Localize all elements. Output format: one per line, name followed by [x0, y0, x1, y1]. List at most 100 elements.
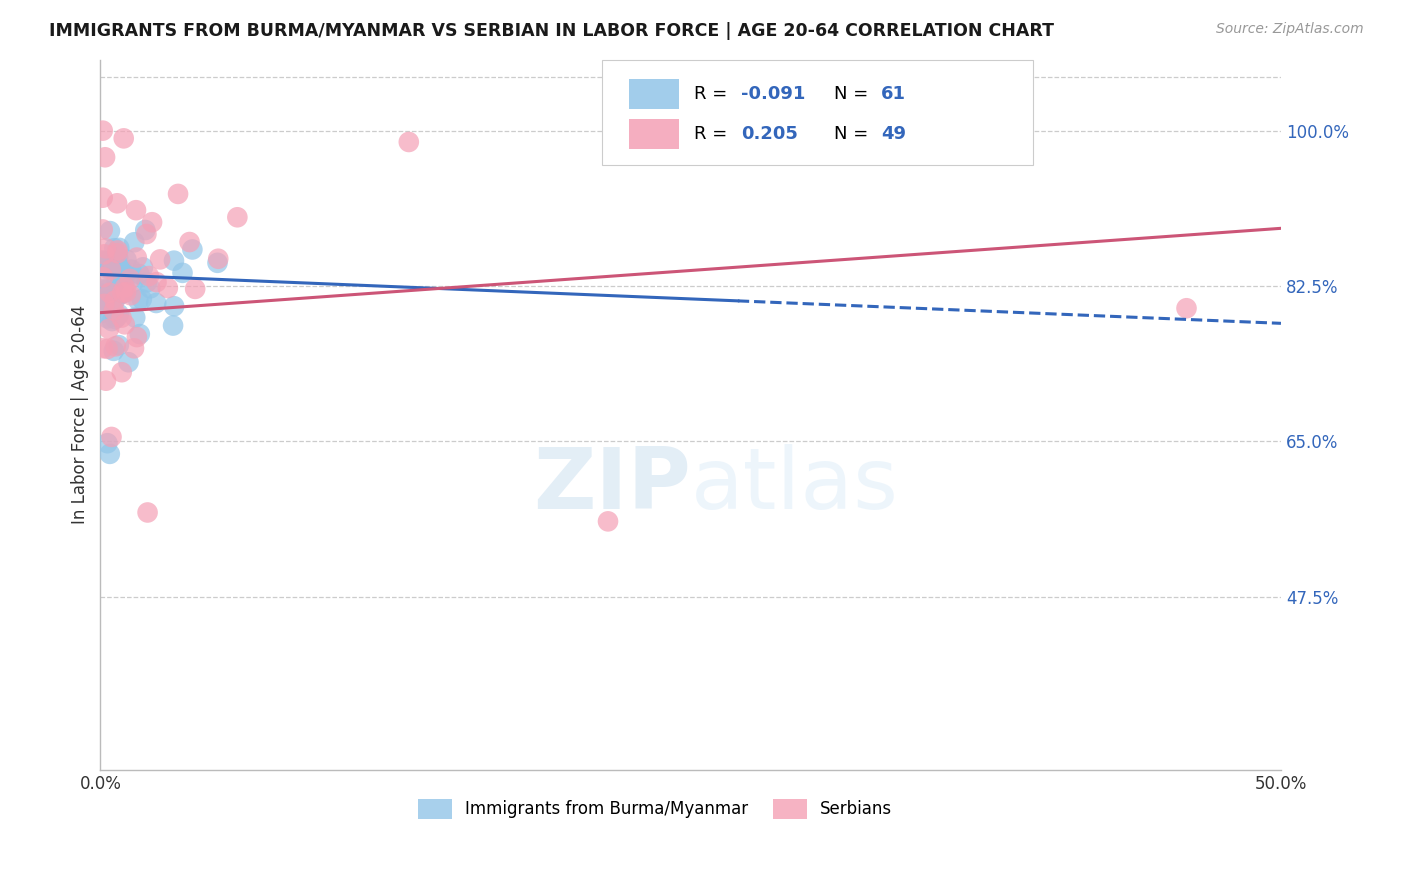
Point — [120, 288, 142, 302]
Point — [97, 262, 120, 277]
Point — [128, 267, 150, 281]
Point — [120, 262, 142, 277]
Point — [118, 272, 141, 286]
Point — [122, 275, 145, 289]
FancyBboxPatch shape — [602, 60, 1033, 165]
Point — [1175, 301, 1198, 316]
Point — [207, 252, 229, 266]
Point — [596, 514, 619, 528]
Point — [145, 296, 167, 310]
Point — [96, 294, 118, 309]
Point — [226, 211, 249, 225]
Point — [163, 299, 186, 313]
Text: N =: N = — [834, 86, 873, 103]
Text: IMMIGRANTS FROM BURMA/MYANMAR VS SERBIAN IN LABOR FORCE | AGE 20-64 CORRELATION : IMMIGRANTS FROM BURMA/MYANMAR VS SERBIAN… — [49, 22, 1054, 40]
Point — [98, 447, 121, 461]
Point — [101, 314, 124, 328]
Point — [111, 365, 134, 379]
Point — [398, 135, 420, 149]
Point — [179, 235, 201, 249]
Point — [108, 307, 131, 321]
Point — [91, 270, 114, 285]
Point — [104, 290, 127, 304]
Point — [127, 293, 149, 308]
Point — [207, 256, 229, 270]
Point — [134, 223, 156, 237]
Point — [108, 241, 131, 255]
Point — [139, 281, 162, 295]
Point — [103, 303, 125, 318]
Point — [91, 341, 114, 355]
Point — [110, 310, 132, 325]
Text: N =: N = — [834, 125, 873, 144]
Point — [111, 285, 134, 300]
Point — [125, 330, 148, 344]
Point — [100, 298, 122, 312]
Point — [91, 253, 114, 268]
Point — [96, 436, 118, 450]
Point — [105, 310, 128, 324]
Point — [98, 322, 121, 336]
Point — [94, 241, 117, 255]
Point — [91, 222, 114, 236]
Point — [112, 286, 135, 301]
Point — [103, 241, 125, 255]
Point — [108, 278, 131, 293]
Point — [172, 266, 194, 280]
Point — [114, 268, 136, 283]
Point — [132, 260, 155, 275]
Point — [138, 268, 160, 283]
Text: atlas: atlas — [690, 444, 898, 527]
Legend: Immigrants from Burma/Myanmar, Serbians: Immigrants from Burma/Myanmar, Serbians — [412, 792, 898, 826]
Point — [93, 254, 115, 268]
Point — [91, 191, 114, 205]
Point — [100, 430, 122, 444]
Point — [91, 123, 114, 137]
Point — [103, 343, 125, 358]
Point — [93, 297, 115, 311]
Point — [91, 306, 114, 320]
Point — [135, 227, 157, 241]
Point — [124, 235, 146, 250]
Point — [91, 287, 114, 301]
Text: Source: ZipAtlas.com: Source: ZipAtlas.com — [1216, 22, 1364, 37]
Point — [115, 252, 138, 267]
Point — [91, 294, 114, 309]
Point — [181, 243, 204, 257]
Text: R =: R = — [695, 125, 733, 144]
Point — [105, 253, 128, 268]
Point — [108, 338, 131, 352]
Point — [111, 283, 134, 297]
Point — [131, 292, 153, 306]
Point — [125, 203, 148, 218]
Point — [125, 251, 148, 265]
Point — [104, 312, 127, 326]
Point — [145, 275, 167, 289]
Point — [105, 273, 128, 287]
FancyBboxPatch shape — [630, 120, 679, 149]
Point — [91, 294, 114, 309]
Point — [112, 264, 135, 278]
Point — [94, 150, 117, 164]
Point — [163, 253, 186, 268]
Point — [122, 341, 145, 355]
Point — [110, 268, 132, 283]
Point — [104, 339, 127, 353]
Point — [135, 276, 157, 290]
Y-axis label: In Labor Force | Age 20-64: In Labor Force | Age 20-64 — [72, 305, 89, 524]
Point — [111, 286, 134, 301]
Point — [128, 327, 150, 342]
Point — [149, 252, 172, 267]
Point — [103, 293, 125, 308]
Point — [107, 251, 129, 265]
Point — [98, 224, 121, 238]
Point — [114, 318, 136, 332]
Point — [112, 283, 135, 297]
Point — [98, 285, 121, 300]
Text: 49: 49 — [880, 125, 905, 144]
Text: -0.091: -0.091 — [741, 86, 806, 103]
Point — [112, 131, 135, 145]
Point — [167, 186, 190, 201]
Point — [110, 261, 132, 276]
Point — [93, 247, 115, 261]
